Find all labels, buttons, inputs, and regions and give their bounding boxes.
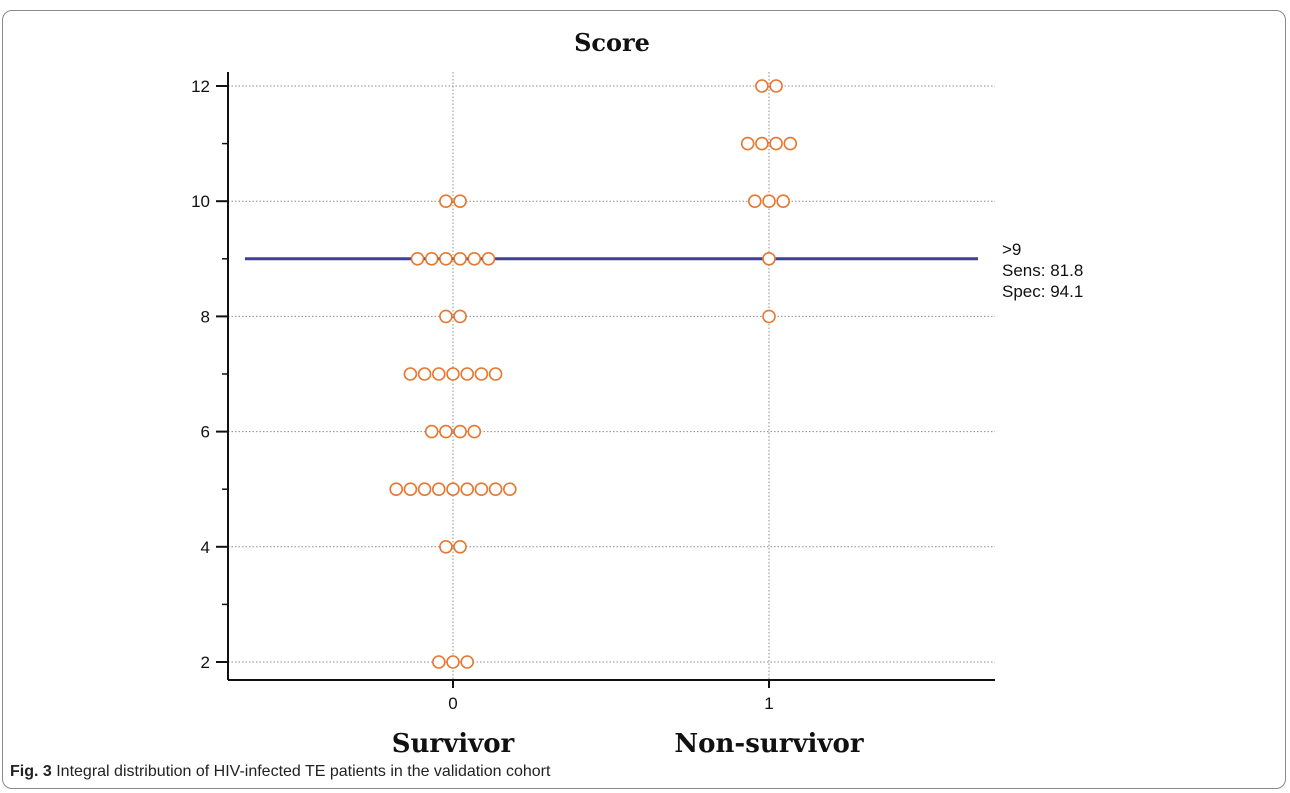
data-point (417, 367, 432, 381)
data-point (460, 655, 475, 669)
xtick-label-0: 0 (448, 694, 457, 713)
data-point (439, 424, 453, 439)
data-point (783, 136, 798, 151)
category-labels: Survivor Non-survivor (392, 729, 864, 759)
cutoff-annotation-2: Spec: 94.1 (1002, 282, 1083, 301)
data-point (403, 367, 418, 381)
data-point (769, 79, 783, 93)
cutoff-group: >9 Sens: 81.8 Spec: 94.1 (245, 240, 1083, 301)
data-point (453, 309, 467, 324)
data-point (776, 194, 791, 208)
data-point (762, 194, 776, 208)
data-point (747, 194, 762, 208)
data-point (424, 251, 439, 266)
data-point (488, 367, 503, 381)
cutoff-annotation-1: Sens: 81.8 (1002, 261, 1083, 280)
figure-frame (2, 10, 1286, 789)
data-point (410, 251, 425, 266)
data-point (755, 136, 769, 151)
data-point (389, 482, 404, 497)
ytick-label-10: 10 (191, 192, 210, 211)
data-point (453, 424, 467, 439)
data-point (431, 655, 446, 669)
data-point (762, 309, 776, 324)
axes: 2 4 6 8 10 12 0 1 (191, 72, 995, 713)
category-label-0: Survivor (392, 729, 515, 759)
data-point (417, 482, 432, 497)
data-points (389, 79, 798, 669)
ytick-label-8: 8 (201, 307, 210, 326)
data-point (460, 367, 475, 381)
ytick-label-2: 2 (201, 653, 210, 672)
data-point (446, 655, 460, 669)
data-point (446, 367, 460, 381)
data-point (431, 482, 446, 497)
data-point (453, 194, 467, 208)
data-point (460, 482, 475, 497)
data-point (403, 482, 418, 497)
data-point (453, 539, 467, 554)
chart-title: Score (574, 28, 650, 57)
data-point (446, 482, 460, 497)
data-point (481, 251, 496, 266)
xtick-label-1: 1 (764, 694, 773, 713)
data-point (431, 367, 446, 381)
data-point (755, 79, 769, 93)
ytick-label-12: 12 (191, 77, 210, 96)
data-point (467, 424, 482, 439)
data-point (424, 424, 439, 439)
data-point (439, 194, 453, 208)
data-point (474, 482, 489, 497)
data-point (762, 251, 776, 266)
data-point (439, 251, 453, 266)
caption-text: Integral distribution of HIV-infected TE… (56, 763, 551, 780)
category-label-1: Non-survivor (674, 729, 863, 759)
cutoff-annotation-0: >9 (1002, 240, 1021, 259)
data-point (769, 136, 783, 151)
data-point (740, 136, 755, 151)
data-point (439, 309, 453, 324)
caption-label: Fig. 3 (10, 763, 52, 780)
data-point (488, 482, 503, 497)
data-point (439, 539, 453, 554)
ytick-label-4: 4 (201, 538, 210, 557)
ytick-label-6: 6 (201, 423, 210, 442)
data-point (453, 251, 467, 266)
data-point (467, 251, 482, 266)
figure-caption: Fig. 3 Integral distribution of HIV-infe… (10, 763, 550, 781)
data-point (502, 482, 517, 497)
grid-lines (228, 72, 995, 680)
data-point (474, 367, 489, 381)
